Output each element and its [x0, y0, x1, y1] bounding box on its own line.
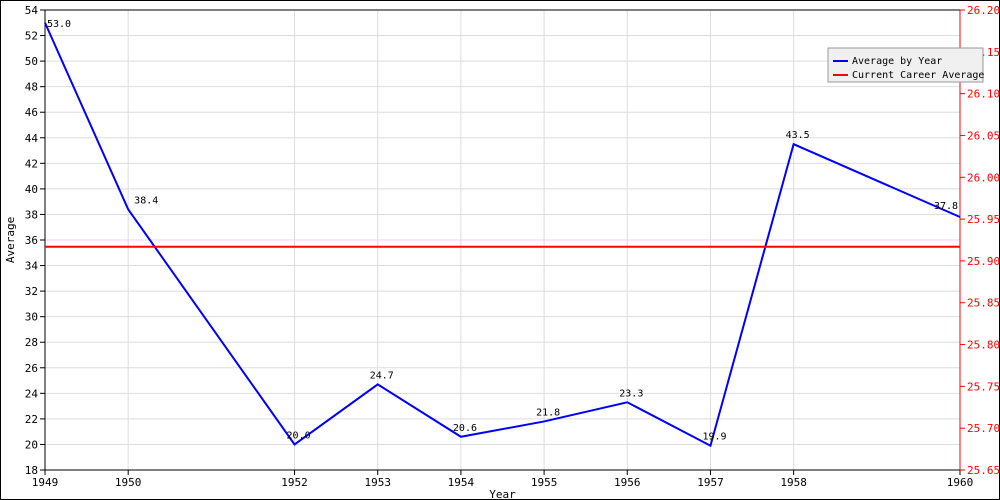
svg-text:46: 46 — [25, 106, 38, 119]
svg-text:20.0: 20.0 — [287, 430, 311, 441]
svg-text:26.20: 26.20 — [967, 4, 1000, 17]
svg-text:25.65: 25.65 — [967, 464, 1000, 477]
svg-text:32: 32 — [25, 285, 38, 298]
svg-text:Year: Year — [489, 488, 516, 500]
svg-text:1956: 1956 — [614, 476, 641, 489]
svg-text:37.8: 37.8 — [934, 201, 958, 212]
svg-text:20: 20 — [25, 438, 38, 451]
svg-text:25.75: 25.75 — [967, 380, 1000, 393]
svg-text:Current Career Average: Current Career Average — [852, 70, 984, 81]
svg-text:18: 18 — [25, 464, 38, 477]
svg-text:Average by Year: Average by Year — [852, 56, 942, 67]
svg-text:43.5: 43.5 — [786, 130, 810, 141]
svg-text:26.10: 26.10 — [967, 88, 1000, 101]
svg-text:40: 40 — [25, 183, 38, 196]
svg-text:24.7: 24.7 — [370, 370, 394, 381]
svg-text:20.6: 20.6 — [453, 423, 477, 434]
svg-text:28: 28 — [25, 336, 38, 349]
svg-text:42: 42 — [25, 157, 38, 170]
svg-text:36: 36 — [25, 234, 38, 247]
svg-text:25.95: 25.95 — [967, 213, 1000, 226]
svg-text:1949: 1949 — [32, 476, 59, 489]
svg-text:1953: 1953 — [364, 476, 391, 489]
svg-text:1955: 1955 — [531, 476, 558, 489]
svg-text:1954: 1954 — [448, 476, 475, 489]
svg-text:52: 52 — [25, 30, 38, 43]
svg-text:19.9: 19.9 — [702, 432, 726, 443]
svg-text:24: 24 — [25, 387, 39, 400]
svg-text:22: 22 — [25, 413, 38, 426]
svg-text:25.70: 25.70 — [967, 422, 1000, 435]
svg-text:Average: Average — [4, 217, 17, 263]
svg-text:23.3: 23.3 — [619, 388, 643, 399]
svg-text:34: 34 — [25, 260, 39, 273]
svg-text:38.4: 38.4 — [134, 195, 158, 206]
svg-text:50: 50 — [25, 55, 38, 68]
svg-text:25.90: 25.90 — [967, 255, 1000, 268]
svg-text:48: 48 — [25, 81, 38, 94]
svg-text:1958: 1958 — [780, 476, 807, 489]
svg-text:26.05: 26.05 — [967, 129, 1000, 142]
svg-text:54: 54 — [25, 4, 39, 17]
svg-text:1950: 1950 — [115, 476, 142, 489]
svg-text:1952: 1952 — [281, 476, 308, 489]
chart-container: 1949 1950 1952 1953 1954 1955 1956 1957 1958 1960… — [0, 0, 1000, 500]
svg-text:53.0: 53.0 — [47, 19, 71, 30]
svg-text:21.8: 21.8 — [536, 407, 560, 418]
svg-text:1960: 1960 — [947, 476, 974, 489]
svg-text:25.80: 25.80 — [967, 339, 1000, 352]
line-chart: 1949 1950 1952 1953 1954 1955 1956 1957 1958 1960… — [0, 0, 1000, 500]
svg-text:26.00: 26.00 — [967, 171, 1000, 184]
svg-text:25.85: 25.85 — [967, 297, 1000, 310]
svg-text:30: 30 — [25, 311, 38, 324]
svg-text:44: 44 — [25, 132, 39, 145]
svg-text:26: 26 — [25, 362, 38, 375]
svg-text:38: 38 — [25, 208, 38, 221]
svg-text:1957: 1957 — [697, 476, 724, 489]
